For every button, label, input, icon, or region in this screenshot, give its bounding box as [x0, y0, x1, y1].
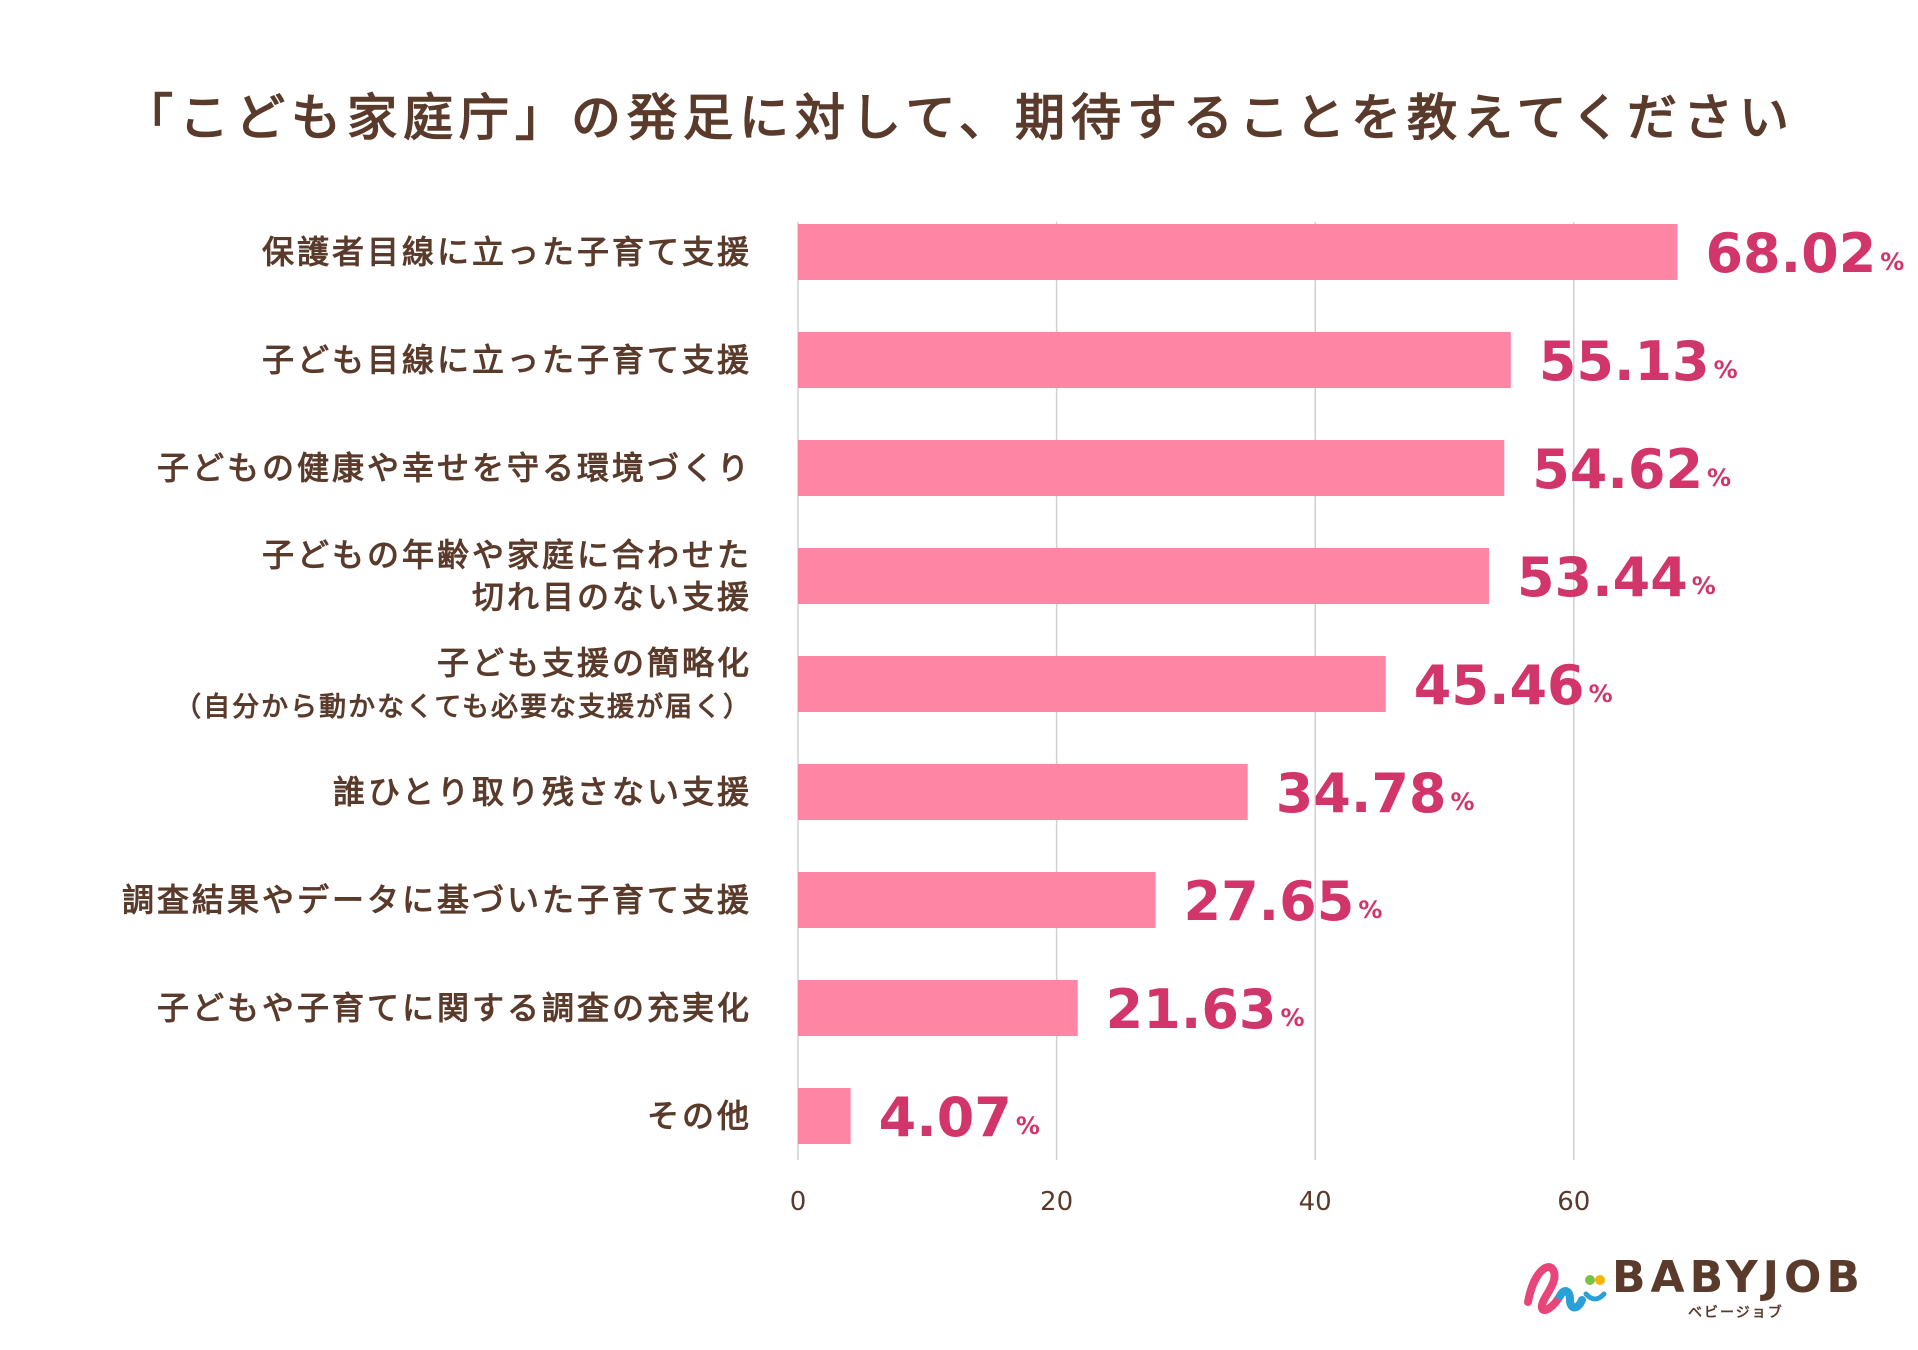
bar — [798, 872, 1156, 928]
category-label: その他 — [647, 1097, 752, 1135]
value-label: 54.62 — [1532, 438, 1703, 501]
bar — [798, 980, 1078, 1036]
value-label: 27.65 — [1184, 870, 1355, 933]
value-unit: % — [1451, 788, 1475, 816]
bar — [798, 224, 1678, 280]
babyjob-logo: BABYJOB ベビージョブ — [1520, 1250, 1860, 1321]
chart-title: 「こども家庭庁」の発足に対して、期待することを教えてください — [123, 89, 1795, 147]
category-label: （自分から動かなくても必要な支援が届く） — [174, 691, 752, 723]
value-labels: 68.02 %55.13 %54.62 %53.44 %45.46 %34.78 %27.6… — [879, 222, 1905, 1149]
babyjob-logo-icon — [1524, 1263, 1607, 1314]
logo-subtext: ベビージョブ — [1688, 1305, 1784, 1321]
x-tick-label: 0 — [790, 1187, 807, 1217]
bar — [798, 332, 1511, 388]
category-label: 切れ目のない支援 — [472, 578, 752, 616]
value-unit: % — [1358, 896, 1382, 924]
value-label: 45.46 — [1414, 654, 1585, 717]
value-unit: % — [1714, 356, 1738, 384]
value-label: 34.78 — [1276, 762, 1447, 825]
category-label: 子どもの健康や幸せを守る環境づくり — [157, 449, 752, 487]
bar — [798, 764, 1248, 820]
category-label: 保護者目線に立った子育て支援 — [262, 233, 752, 271]
value-label: 68.02 — [1705, 222, 1876, 285]
value-label: 53.44 — [1517, 546, 1688, 609]
value-unit: % — [1589, 680, 1613, 708]
x-tick-label: 60 — [1557, 1187, 1590, 1217]
value-unit: % — [1016, 1112, 1040, 1140]
bars — [798, 224, 1678, 1144]
x-tick-label: 20 — [1040, 1187, 1073, 1217]
category-label: 子どもの年齢や家庭に合わせた — [262, 536, 752, 574]
value-label: 4.07 — [879, 1086, 1012, 1149]
category-label: 子ども目線に立った子育て支援 — [262, 341, 752, 379]
value-label: 55.13 — [1539, 330, 1710, 393]
bar — [798, 548, 1489, 604]
value-unit: % — [1880, 248, 1904, 276]
bar — [798, 440, 1505, 496]
category-labels: 保護者目線に立った子育て支援子ども目線に立った子育て支援子どもの健康や幸せを守る… — [122, 233, 752, 1135]
bar — [798, 1088, 851, 1144]
bar — [798, 656, 1386, 712]
category-label: 子ども支援の簡略化 — [437, 644, 752, 682]
logo-text: BABYJOB — [1612, 1252, 1865, 1303]
value-unit: % — [1692, 572, 1716, 600]
value-unit: % — [1707, 464, 1731, 492]
category-label: 調査結果やデータに基づいた子育て支援 — [122, 881, 752, 919]
category-label: 誰ひとり取り残さない支援 — [333, 773, 752, 811]
value-unit: % — [1280, 1004, 1304, 1032]
x-tick-label: 40 — [1299, 1187, 1332, 1217]
value-label: 21.63 — [1106, 978, 1277, 1041]
category-label: 子どもや子育てに関する調査の充実化 — [157, 989, 752, 1027]
x-axis-ticks: 0 20 40 60 — [790, 1187, 1591, 1217]
